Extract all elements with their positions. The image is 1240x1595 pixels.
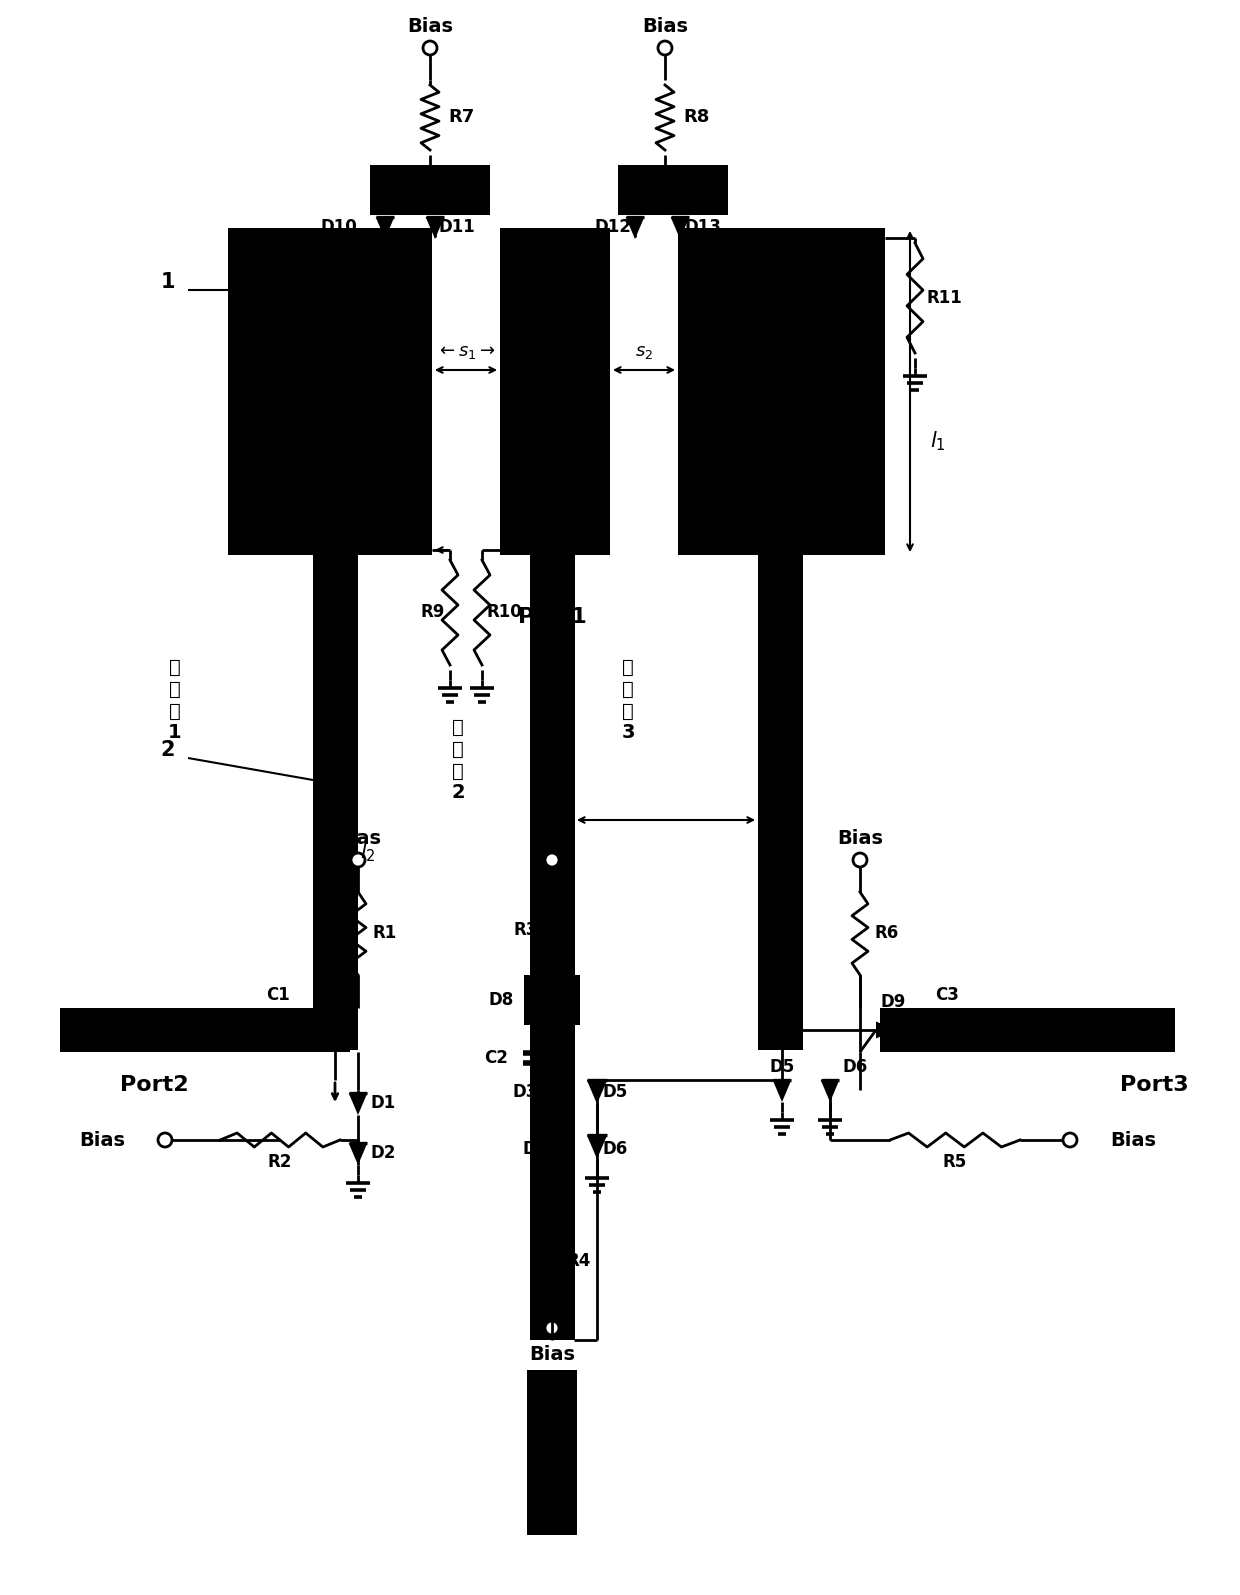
Circle shape (157, 1132, 172, 1147)
Bar (618, 164, 728, 215)
Text: Bias: Bias (407, 16, 453, 35)
Text: Bias: Bias (1110, 1131, 1156, 1150)
Circle shape (546, 1321, 559, 1335)
Bar (60, 1008, 350, 1053)
Text: $l_2$: $l_2$ (360, 841, 376, 864)
Text: D6: D6 (603, 1140, 629, 1158)
Text: Port2: Port2 (120, 1075, 188, 1096)
Text: R7: R7 (448, 108, 474, 126)
Text: Bias: Bias (335, 828, 381, 847)
Text: D2: D2 (370, 1144, 396, 1163)
Polygon shape (875, 1021, 897, 1038)
Text: Port3: Port3 (1120, 1075, 1189, 1096)
Circle shape (658, 41, 672, 54)
Text: R3: R3 (513, 920, 538, 939)
Text: Bias: Bias (529, 828, 575, 847)
Text: C2: C2 (484, 1050, 508, 1067)
Circle shape (853, 853, 867, 868)
Bar (758, 555, 804, 1050)
Polygon shape (376, 217, 394, 239)
Text: R11: R11 (928, 289, 962, 306)
Text: Port1: Port1 (517, 608, 587, 627)
Bar (228, 228, 432, 555)
Text: R4: R4 (565, 1252, 590, 1270)
Text: 2: 2 (161, 740, 175, 759)
Text: D4: D4 (522, 1140, 548, 1158)
Text: $l_1$: $l_1$ (930, 429, 946, 453)
Polygon shape (542, 1136, 562, 1160)
Circle shape (1063, 1132, 1078, 1147)
Text: 1: 1 (161, 273, 175, 292)
Text: D12: D12 (594, 219, 631, 236)
Text: Bias: Bias (837, 828, 883, 847)
Polygon shape (587, 1136, 608, 1160)
Text: R5: R5 (942, 1153, 967, 1171)
Bar (312, 555, 358, 1050)
Polygon shape (542, 1080, 562, 1104)
Bar (527, 1370, 577, 1534)
Text: D5: D5 (769, 1057, 795, 1077)
Text: D6: D6 (842, 1057, 867, 1077)
Text: C1: C1 (267, 986, 290, 1003)
Circle shape (423, 41, 436, 54)
Polygon shape (348, 1093, 367, 1115)
Text: D5: D5 (603, 1083, 629, 1101)
Bar (880, 1008, 1176, 1053)
Circle shape (351, 853, 365, 868)
Text: R2: R2 (268, 1153, 293, 1171)
Text: 谐
振
器
3: 谐 振 器 3 (621, 657, 635, 743)
Text: R6: R6 (874, 924, 898, 943)
Text: D13: D13 (684, 219, 720, 236)
Polygon shape (425, 217, 444, 239)
Text: D3: D3 (512, 1083, 538, 1101)
Bar (678, 228, 885, 555)
Polygon shape (348, 1144, 367, 1164)
Text: D10: D10 (320, 219, 357, 236)
Text: $s_2$: $s_2$ (635, 343, 653, 360)
Text: 谐
振
器
1: 谐 振 器 1 (169, 657, 182, 743)
Text: Bias: Bias (642, 16, 688, 35)
Bar (370, 164, 490, 215)
Text: D9: D9 (880, 994, 906, 1011)
Text: $\leftarrow s_1\rightarrow$: $\leftarrow s_1\rightarrow$ (436, 343, 496, 360)
Text: D1: D1 (370, 1094, 396, 1112)
Polygon shape (587, 1080, 608, 1104)
Text: Bias: Bias (79, 1131, 125, 1150)
Text: R1: R1 (372, 924, 397, 943)
Text: R10: R10 (487, 603, 523, 620)
Bar (525, 975, 580, 1026)
Text: C3: C3 (935, 986, 959, 1003)
Text: R9: R9 (420, 603, 445, 620)
Text: D8: D8 (489, 990, 515, 1010)
Circle shape (546, 853, 559, 868)
Polygon shape (773, 1080, 791, 1102)
Text: D11: D11 (439, 219, 476, 236)
Text: Bias: Bias (529, 1345, 575, 1364)
Text: D7: D7 (327, 994, 352, 1011)
Bar (500, 228, 610, 555)
Polygon shape (626, 217, 645, 239)
Polygon shape (821, 1080, 839, 1102)
Polygon shape (671, 217, 689, 239)
Polygon shape (320, 1021, 340, 1038)
Bar (529, 555, 575, 1340)
Text: R8: R8 (683, 108, 709, 126)
Text: 谐
振
器
2: 谐 振 器 2 (451, 718, 465, 802)
